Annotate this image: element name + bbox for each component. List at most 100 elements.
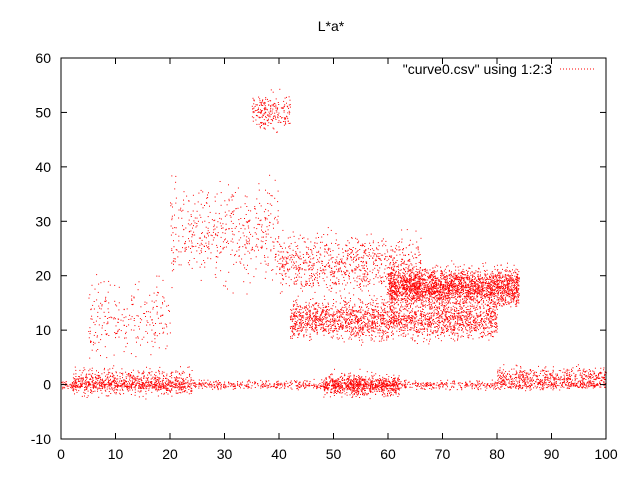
data-point	[496, 290, 497, 292]
data-point	[420, 283, 422, 285]
data-point	[321, 384, 323, 386]
data-point	[490, 280, 492, 282]
data-point	[516, 273, 518, 275]
data-point	[504, 270, 506, 272]
data-point	[81, 372, 83, 374]
data-point	[300, 386, 302, 388]
data-point	[394, 299, 396, 301]
data-point	[517, 277, 519, 279]
data-point	[463, 311, 465, 313]
data-point	[475, 270, 477, 272]
data-point	[404, 274, 406, 276]
data-point	[175, 379, 177, 381]
data-point	[85, 374, 87, 376]
data-point	[156, 385, 158, 387]
data-point	[509, 296, 511, 297]
data-point	[128, 373, 129, 374]
data-point	[432, 293, 434, 295]
data-point	[92, 391, 94, 393]
data-point	[430, 285, 432, 287]
data-point	[500, 305, 502, 307]
data-point	[423, 295, 425, 296]
data-point	[428, 299, 430, 301]
data-point	[122, 383, 123, 385]
data-point	[455, 292, 457, 294]
data-point	[494, 279, 496, 281]
data-point	[416, 294, 418, 295]
data-point	[484, 284, 486, 286]
data-point	[353, 386, 355, 388]
data-point	[529, 384, 531, 386]
data-point	[423, 382, 424, 384]
data-point	[208, 384, 210, 386]
data-point	[477, 387, 479, 389]
data-point	[498, 388, 500, 390]
data-point	[155, 387, 157, 389]
data-point	[135, 383, 137, 385]
data-point	[419, 298, 421, 300]
data-point	[419, 272, 421, 274]
data-point	[398, 290, 400, 292]
data-point	[418, 289, 420, 291]
data-point	[408, 298, 410, 300]
data-point	[482, 286, 484, 288]
data-point	[470, 383, 472, 385]
data-point	[441, 284, 443, 286]
data-point	[421, 269, 423, 271]
data-point	[114, 381, 116, 383]
data-point	[496, 287, 498, 289]
data-point	[477, 274, 479, 276]
data-point	[113, 384, 115, 386]
data-point	[500, 295, 502, 296]
data-point	[341, 328, 343, 330]
data-point	[424, 279, 426, 281]
data-point	[100, 377, 101, 379]
data-point	[507, 283, 509, 285]
data-point	[423, 278, 425, 280]
data-point	[506, 290, 508, 292]
data-point	[162, 384, 164, 386]
data-point	[501, 283, 503, 285]
data-point	[382, 337, 384, 339]
data-point	[64, 387, 66, 389]
data-point	[88, 382, 90, 384]
data-point	[145, 382, 147, 384]
data-point	[443, 298, 445, 300]
data-point	[454, 294, 456, 296]
data-point	[403, 285, 405, 287]
data-point	[455, 290, 457, 292]
data-point	[436, 290, 438, 292]
data-point	[443, 287, 445, 289]
data-point	[432, 270, 434, 272]
data-point	[439, 284, 441, 286]
data-point	[309, 381, 311, 383]
data-point	[337, 382, 339, 384]
data-point	[423, 287, 425, 289]
data-point	[389, 280, 391, 282]
data-point	[464, 385, 466, 387]
data-point	[75, 388, 77, 390]
data-point	[394, 282, 395, 284]
data-point	[316, 385, 318, 387]
data-point	[449, 299, 450, 301]
data-point	[512, 289, 514, 291]
data-point	[396, 323, 397, 325]
data-point	[494, 291, 496, 293]
data-point	[261, 381, 263, 383]
data-point	[220, 382, 221, 384]
data-point	[461, 314, 463, 316]
data-point	[504, 300, 506, 302]
data-point	[377, 321, 378, 323]
data-point	[518, 280, 520, 282]
data-point	[514, 282, 516, 284]
data-point	[506, 304, 508, 305]
data-point	[143, 387, 145, 389]
data-point	[145, 390, 147, 392]
data-point	[220, 387, 222, 389]
data-point	[398, 287, 400, 289]
data-point	[217, 384, 219, 386]
data-point	[84, 387, 86, 388]
data-point	[401, 322, 403, 324]
data-point	[388, 292, 389, 294]
data-point	[306, 380, 308, 382]
